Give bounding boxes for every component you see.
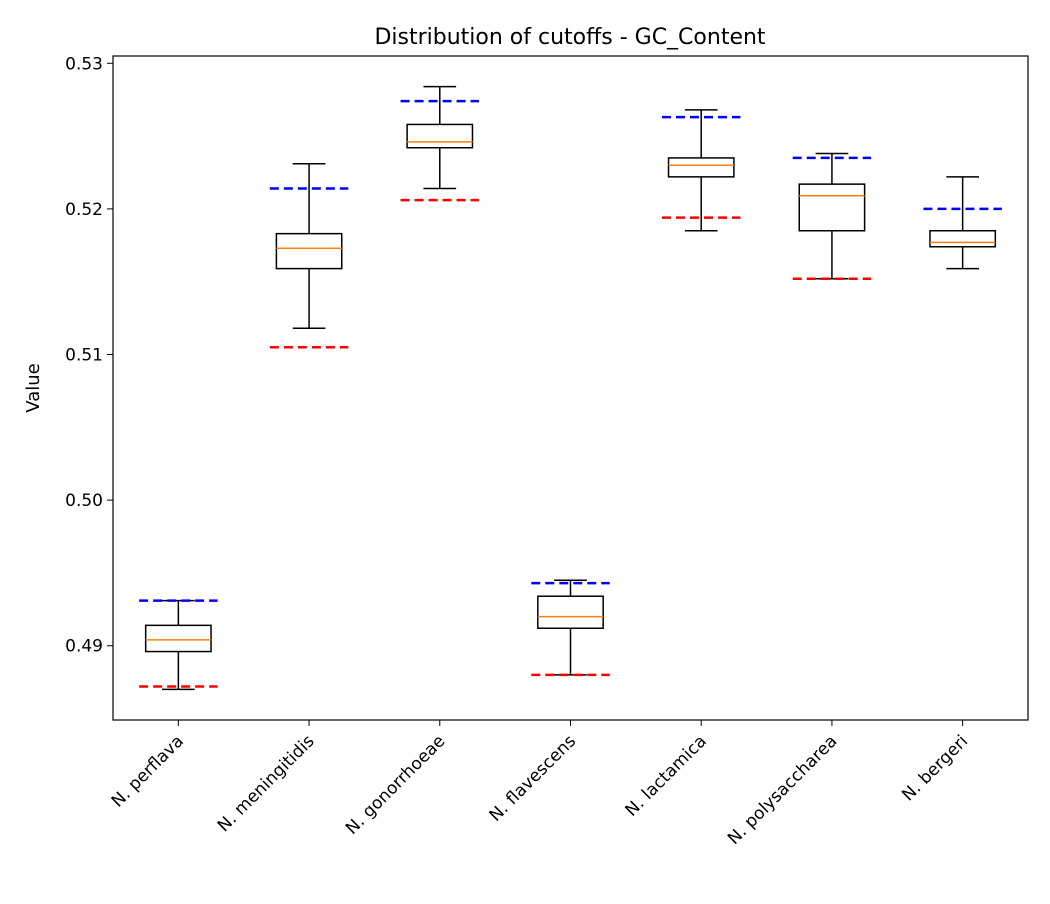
x-tick-label: N. polysaccharea	[724, 731, 841, 848]
x-tick-label: N. bergeri	[898, 731, 972, 805]
x-tick-label: N. gonorrhoeae	[342, 731, 449, 838]
y-tick-label: 0.52	[65, 200, 103, 220]
y-tick-label: 0.51	[65, 346, 103, 366]
box	[406, 123, 474, 149]
y-tick-label: 0.50	[65, 491, 103, 511]
box	[667, 157, 735, 178]
x-tick-label: N. meningitidis	[214, 731, 319, 836]
x-tick-label: N. flavescens	[486, 731, 580, 825]
x-tick-label: N. perflava	[108, 731, 188, 811]
x-tick-label: N. lactamica	[622, 731, 711, 820]
chart-title: Distribution of cutoffs - GC_Content	[374, 25, 765, 50]
y-axis-label: Value	[23, 363, 44, 412]
box	[537, 595, 604, 630]
box	[144, 624, 212, 653]
plot-frame	[112, 55, 1029, 721]
box	[798, 183, 866, 232]
box	[929, 229, 997, 248]
y-tick-label: 0.49	[65, 637, 103, 657]
box	[275, 232, 343, 270]
y-tick-label: 0.53	[65, 54, 103, 74]
